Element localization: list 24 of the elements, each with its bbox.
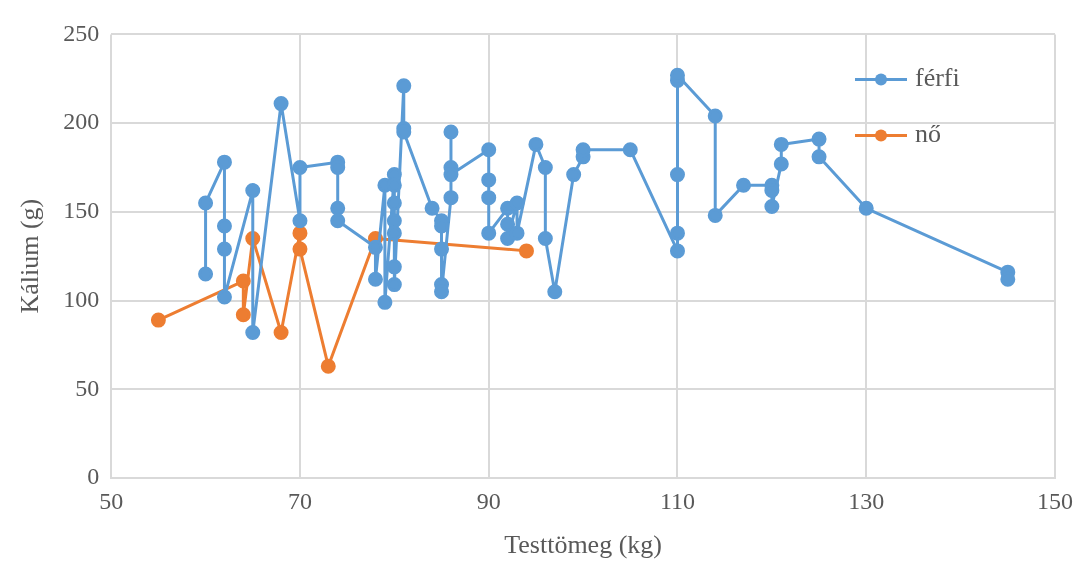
x-axis-title: Testtömeg (kg) [504, 530, 662, 560]
point [235, 273, 251, 289]
y-tick-label: 50 [75, 374, 100, 401]
x-tick-label: 50 [99, 487, 124, 514]
point [320, 358, 336, 374]
legend-label: nő [915, 119, 941, 149]
x-tick-label: 70 [287, 487, 312, 514]
point [292, 225, 308, 241]
point [150, 312, 166, 328]
y-tick-label: 100 [63, 285, 100, 312]
x-tick-label: 90 [476, 487, 501, 514]
point [273, 325, 289, 340]
point [235, 307, 251, 323]
y-axis-title: Kálium (g) [15, 198, 45, 314]
y-tick-label: 200 [63, 108, 100, 135]
y-tick-label: 150 [63, 197, 100, 224]
point [292, 241, 308, 257]
y-tick-label: 0 [87, 463, 100, 490]
y-tick-label: 250 [63, 19, 100, 46]
x-tick-label: 110 [659, 487, 696, 514]
x-tick-label: 130 [848, 487, 885, 514]
x-tick-label: 150 [1037, 487, 1073, 514]
legend-label: férfi [915, 63, 960, 93]
point [518, 243, 534, 259]
